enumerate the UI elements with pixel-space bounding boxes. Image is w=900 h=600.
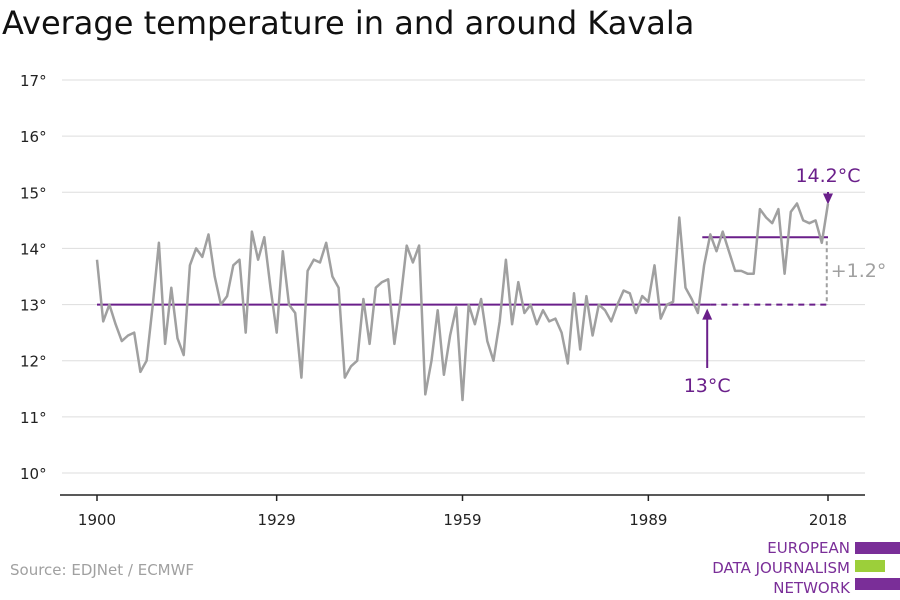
baseline-arrow-head bbox=[702, 308, 713, 320]
baseline-label: 13°C bbox=[684, 375, 731, 397]
y-tick-label: 11° bbox=[20, 409, 47, 427]
chart-title: Average temperature in and around Kavala bbox=[2, 4, 695, 42]
x-tick-label: 1900 bbox=[78, 511, 116, 529]
y-tick-label: 10° bbox=[20, 465, 47, 483]
logo-line-1: EUROPEAN bbox=[767, 539, 850, 557]
annotations: +1.2° 13°C 14.2°C bbox=[684, 165, 887, 397]
y-tick-label: 17° bbox=[20, 72, 47, 90]
logo-bar-purple-1 bbox=[855, 542, 900, 554]
difference-label: +1.2° bbox=[831, 260, 887, 282]
x-tick-label: 1929 bbox=[258, 511, 296, 529]
y-tick-label: 15° bbox=[20, 184, 47, 202]
grid-lines bbox=[62, 79, 865, 474]
logo-bar-purple-2 bbox=[855, 578, 900, 590]
y-tick-label: 12° bbox=[20, 353, 47, 371]
y-tick-label: 13° bbox=[20, 297, 47, 315]
x-tick-label: 2018 bbox=[809, 511, 847, 529]
recent-average-label: 14.2°C bbox=[795, 165, 860, 187]
x-axis: 1900 1929 1959 1989 2018 bbox=[60, 494, 865, 529]
x-tick-label: 1959 bbox=[443, 511, 481, 529]
logo-line-2: DATA JOURNALISM bbox=[712, 559, 850, 577]
temperature-series bbox=[95, 202, 830, 402]
temperature-line bbox=[95, 202, 830, 402]
x-tick-label: 1989 bbox=[629, 511, 667, 529]
source-note: Source: EDJNet / ECMWF bbox=[10, 561, 195, 579]
y-tick-label: 16° bbox=[20, 128, 47, 146]
y-tick-label: 14° bbox=[20, 240, 47, 258]
recent-arrow-head bbox=[823, 193, 833, 205]
y-axis-ticks: 10° 11° 12° 13° 14° 15° 16° 17° bbox=[20, 72, 47, 483]
logo-line-3: NETWORK bbox=[773, 579, 850, 597]
logo-bar-green bbox=[855, 560, 885, 572]
edjnet-logo: EUROPEAN DATA JOURNALISM NETWORK bbox=[705, 538, 900, 600]
